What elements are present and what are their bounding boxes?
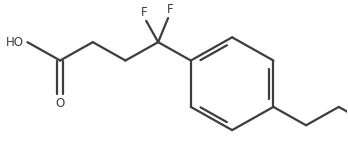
Text: O: O (55, 97, 65, 110)
Text: HO: HO (6, 36, 23, 49)
Text: F: F (141, 6, 148, 19)
Text: F: F (167, 3, 173, 16)
